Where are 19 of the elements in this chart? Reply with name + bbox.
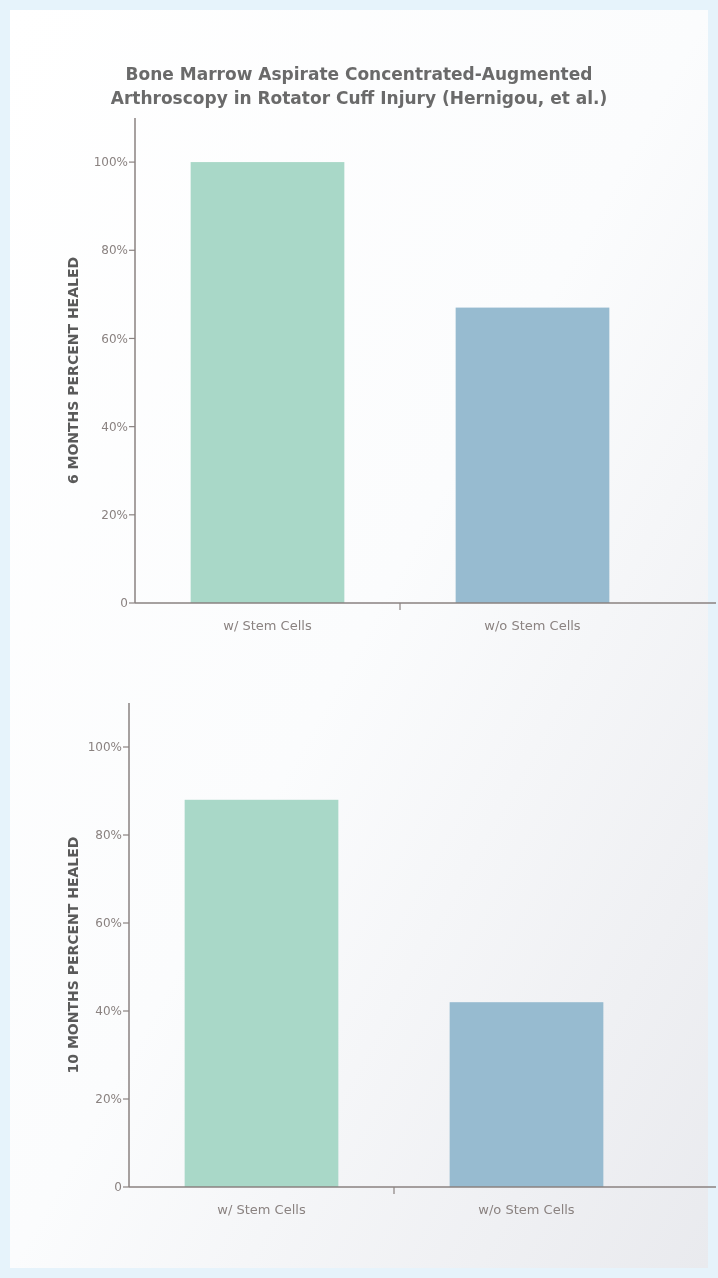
y-tick-label: 80% bbox=[95, 828, 122, 843]
x-tick-label: w/ Stem Cells bbox=[223, 618, 312, 633]
y-tick-label: 40% bbox=[95, 1004, 122, 1019]
x-tick-label: w/ Stem Cells bbox=[217, 1202, 306, 1217]
y-tick-label: 0 bbox=[120, 596, 128, 611]
x-tick-label: w/o Stem Cells bbox=[484, 618, 581, 633]
y-tick-label: 20% bbox=[95, 1092, 122, 1107]
y-tick-label: 20% bbox=[101, 508, 128, 523]
chart-title: Bone Marrow Aspirate Concentrated-Augmented Arthroscopy in Rotator Cuff Injury (Hernigou, et al.) bbox=[110, 64, 608, 108]
x-tick-label: w/o Stem Cells bbox=[478, 1202, 575, 1217]
y-tick-label: 40% bbox=[101, 419, 128, 434]
y-axis-title: 6 MONTHS PERCENT HEALED bbox=[65, 256, 81, 485]
y-tick-label: 0 bbox=[114, 1180, 122, 1195]
y-tick-label: 60% bbox=[95, 916, 122, 931]
y-tick-label: 100% bbox=[87, 740, 122, 755]
y-axis-title: 10 MONTHS PERCENT HEALED bbox=[65, 836, 81, 1074]
y-tick-label: 100% bbox=[93, 155, 128, 170]
y-tick-label: 80% bbox=[101, 243, 128, 258]
y-tick-label: 60% bbox=[101, 331, 128, 346]
